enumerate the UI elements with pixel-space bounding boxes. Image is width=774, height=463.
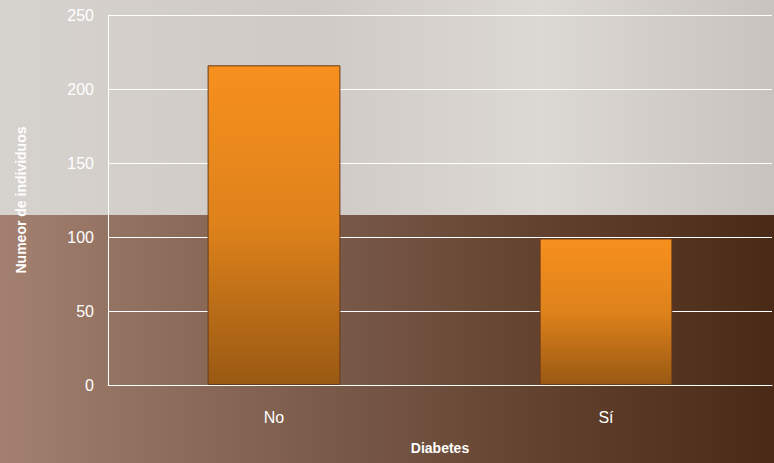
svg-text:0: 0 <box>85 377 94 394</box>
svg-text:Sí: Sí <box>598 409 614 426</box>
svg-text:250: 250 <box>67 7 94 24</box>
svg-text:No: No <box>264 409 285 426</box>
svg-text:Diabetes: Diabetes <box>411 440 470 456</box>
svg-text:200: 200 <box>67 81 94 98</box>
svg-text:Numeor de individuos: Numeor de individuos <box>13 126 29 273</box>
svg-text:100: 100 <box>67 229 94 246</box>
svg-text:50: 50 <box>76 303 94 320</box>
svg-text:150: 150 <box>67 155 94 172</box>
